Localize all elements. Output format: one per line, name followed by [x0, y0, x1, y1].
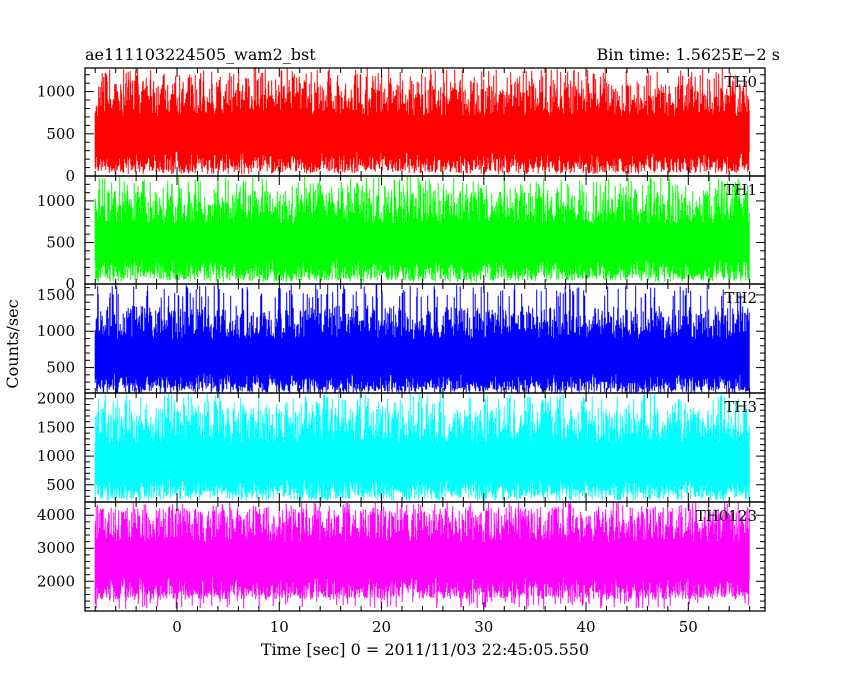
series-th3 [94, 393, 750, 501]
series-th0123 [94, 502, 750, 610]
y-tick-label: 500 [46, 359, 75, 377]
y-tick-label: 0 [65, 167, 75, 185]
series-th2 [94, 284, 750, 393]
chart-title: ae111103224505_wam2_bst [85, 45, 316, 64]
y-tick-label: 3000 [37, 539, 75, 557]
series-label: TH2 [724, 289, 757, 307]
panel-th0: TH0 0 500 1000 [37, 67, 766, 185]
panel-th0123: TH0123 2000 3000 4000 [37, 501, 766, 612]
panel-th3: TH3 500 1000 1500 2000 [37, 390, 766, 503]
panels-group: TH005001000TH105001000TH250010001500TH35… [37, 67, 766, 636]
x-tick-label: 30 [474, 618, 493, 636]
x-tick-label: 0 [172, 618, 182, 636]
y-tick-label: 1500 [37, 286, 75, 304]
y-tick-label: 2000 [37, 390, 75, 408]
y-tick-label: 1000 [37, 192, 75, 210]
x-axis-label: Time [sec] 0 = 2011/11/03 22:45:05.550 [261, 640, 589, 659]
y-tick-label: 500 [46, 125, 75, 143]
y-tick-label: 1000 [37, 322, 75, 340]
series-label: TH1 [724, 181, 757, 199]
y-tick-label: 500 [46, 233, 75, 251]
y-tick-label: 1000 [37, 447, 75, 465]
panel-th1: TH1 0 500 1000 [37, 175, 766, 293]
series-label: TH3 [724, 398, 757, 416]
panel-frame [84, 501, 766, 612]
y-tick-label: 4000 [37, 506, 75, 524]
y-tick-label: 0 [65, 275, 75, 293]
y-tick-label: 1500 [37, 418, 75, 436]
series-label: TH0123 [696, 507, 757, 525]
bin-time-label: Bin time: 1.5625E−2 s [597, 45, 780, 64]
x-tick-label: 10 [270, 618, 289, 636]
y-axis-label: Counts/sec [3, 299, 22, 388]
y-tick-label: 2000 [37, 572, 75, 590]
panel-th2: TH2 500 1000 1500 [37, 283, 766, 394]
x-tick-label: 40 [577, 618, 596, 636]
y-tick-label: 500 [46, 476, 75, 494]
x-tick-label: 50 [679, 618, 698, 636]
series-th1 [94, 176, 750, 283]
series-label: TH0 [724, 73, 757, 91]
series-th0 [94, 68, 750, 175]
x-tick-label: 20 [372, 618, 391, 636]
y-tick-label: 1000 [37, 83, 75, 101]
